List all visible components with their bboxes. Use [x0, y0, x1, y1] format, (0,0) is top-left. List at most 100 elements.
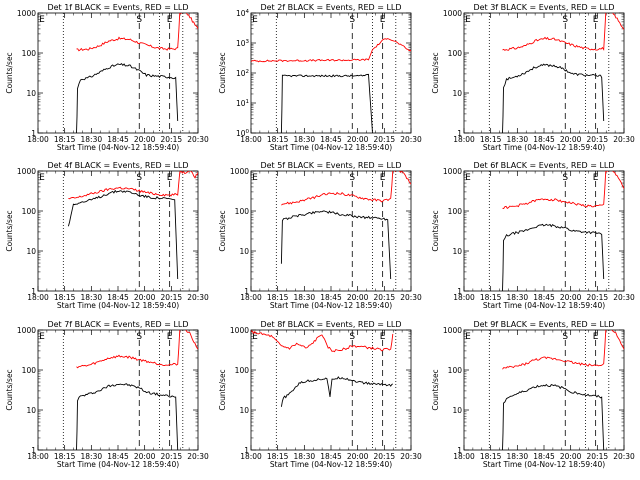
- x-tick-label: 18:45: [107, 135, 129, 144]
- x-tick-label: 20:00: [560, 452, 582, 461]
- y-tick-label: 1000: [443, 9, 462, 18]
- x-tick-label: 18:30: [507, 452, 529, 461]
- y-tick-label: 101: [236, 99, 249, 108]
- x-tick-label: 20:00: [134, 135, 156, 144]
- x-tick-label: 18:15: [267, 452, 289, 461]
- y-tick-label: 104: [236, 9, 250, 18]
- marker-label-e: E: [593, 332, 599, 342]
- panel-9: Det 9f BLACK = Events, RED = LLD 1000 100 1…: [431, 320, 635, 469]
- marker-label-e-left: E: [465, 173, 471, 183]
- y-tick-label: 100: [22, 49, 37, 58]
- y-tick-label: 100: [235, 207, 250, 216]
- x-axis-label: Start Time (04-Nov-12 18:59:40): [57, 460, 179, 469]
- x-tick-label: 18:15: [267, 135, 289, 144]
- y-tick-label: 1: [457, 129, 462, 138]
- x-tick-label: 18:30: [507, 293, 529, 302]
- marker-label-e-left: E: [39, 332, 45, 342]
- plot-area: [76, 330, 198, 450]
- lld-series-line: [251, 38, 411, 63]
- x-tick-label: 18:30: [81, 452, 103, 461]
- x-tick-label: 20:00: [347, 135, 369, 144]
- marker-label-s: S: [349, 332, 355, 342]
- y-tick-label: 100: [22, 366, 37, 375]
- x-tick-label: 20:15: [587, 293, 609, 302]
- x-axis-label: Start Time (04-Nov-12 18:59:40): [270, 460, 392, 469]
- x-tick-label: 20:00: [560, 293, 582, 302]
- y-tick-label: 10: [452, 247, 462, 256]
- y-tick-label: 102: [236, 69, 249, 78]
- x-tick-label: 18:45: [107, 293, 129, 302]
- panel-title: Det 7f BLACK = Events, RED = LLD: [47, 320, 188, 329]
- plot-frame: [250, 12, 412, 134]
- marker-label-e: E: [593, 173, 599, 183]
- x-tick-label: 18:15: [54, 293, 76, 302]
- y-tick-label: 1: [457, 287, 462, 296]
- y-axis-label: Counts/sec: [431, 369, 440, 410]
- y-tick-label: 10: [26, 406, 36, 415]
- panel-title: Det 2f BLACK = Events, RED = LLD: [260, 3, 401, 12]
- panel-title: Det 8f BLACK = Events, RED = LLD: [260, 320, 401, 329]
- x-tick-label: 20:30: [613, 452, 635, 461]
- y-tick-label: 100: [236, 129, 250, 138]
- panel-3: Det 3f BLACK = Events, RED = LLD 1000 100 1…: [431, 3, 635, 152]
- panel-title: Det 3f BLACK = Events, RED = LLD: [473, 3, 614, 12]
- x-tick-label: 18:15: [267, 293, 289, 302]
- x-axis-label: Start Time (04-Nov-12 18:59:40): [270, 143, 392, 152]
- lld-series-line: [251, 330, 394, 353]
- x-tick-label: 18:15: [480, 452, 502, 461]
- marker-label-e-left: E: [465, 332, 471, 342]
- marker-label-e-left: E: [252, 173, 258, 183]
- y-axis-label: Counts/sec: [218, 52, 227, 93]
- plot-area: [280, 171, 411, 280]
- x-tick-label: 20:30: [187, 293, 209, 302]
- x-tick-label: 18:30: [294, 293, 316, 302]
- x-tick-label: 20:00: [134, 452, 156, 461]
- panel-title: Det 4f BLACK = Events, RED = LLD: [47, 161, 188, 170]
- events-series-line: [67, 189, 179, 280]
- x-tick-label: 18:30: [294, 135, 316, 144]
- panel-2: Det 2f BLACK = Events, RED = LLD 104 103 10…: [218, 3, 422, 152]
- y-axis-label: Counts/sec: [5, 369, 14, 410]
- y-tick-label: 10: [26, 89, 36, 98]
- marker-label-e-left: E: [39, 15, 45, 25]
- plot-frame: [37, 170, 199, 292]
- y-tick-label: 1000: [443, 167, 462, 176]
- marker-label-e: E: [380, 15, 386, 25]
- x-tick-label: 20:00: [134, 293, 156, 302]
- x-tick-label: 20:30: [400, 135, 422, 144]
- lld-series-line: [502, 13, 624, 51]
- marker-label-s: S: [562, 173, 568, 183]
- plot-area: [502, 171, 624, 291]
- marker-label-e: E: [167, 15, 173, 25]
- x-tick-label: 18:45: [107, 452, 129, 461]
- y-tick-label: 1000: [443, 326, 462, 335]
- y-tick-label: 10: [239, 406, 249, 415]
- marker-label-e-left: E: [252, 332, 258, 342]
- events-series-line: [280, 376, 394, 407]
- plot-frame: [463, 170, 625, 292]
- marker-label-s: S: [562, 332, 568, 342]
- events-series-line: [502, 223, 605, 291]
- x-tick-label: 20:00: [347, 293, 369, 302]
- x-tick-label: 18:00: [240, 293, 262, 302]
- x-axis-label: Start Time (04-Nov-12 18:59:40): [57, 143, 179, 152]
- x-axis-label: Start Time (04-Nov-12 18:59:40): [483, 143, 605, 152]
- x-tick-label: 18:00: [453, 135, 475, 144]
- y-tick-label: 10: [26, 247, 36, 256]
- x-tick-label: 18:45: [320, 293, 342, 302]
- x-tick-label: 18:45: [320, 135, 342, 144]
- x-tick-label: 20:15: [374, 135, 396, 144]
- marker-label-e-left: E: [252, 15, 258, 25]
- marker-label-e: E: [593, 15, 599, 25]
- events-series-line: [76, 383, 179, 450]
- marker-label-e: E: [167, 173, 173, 183]
- x-axis-label: Start Time (04-Nov-12 18:59:40): [57, 301, 179, 310]
- panel-5: Det 5f BLACK = Events, RED = LLD 1000 100 1…: [218, 161, 422, 310]
- x-tick-label: 18:00: [240, 452, 262, 461]
- events-series-line: [76, 62, 179, 133]
- y-tick-label: 100: [448, 49, 463, 58]
- x-tick-label: 18:45: [533, 293, 555, 302]
- x-tick-label: 18:30: [81, 135, 103, 144]
- marker-label-s: S: [349, 173, 355, 183]
- y-tick-label: 10: [239, 247, 249, 256]
